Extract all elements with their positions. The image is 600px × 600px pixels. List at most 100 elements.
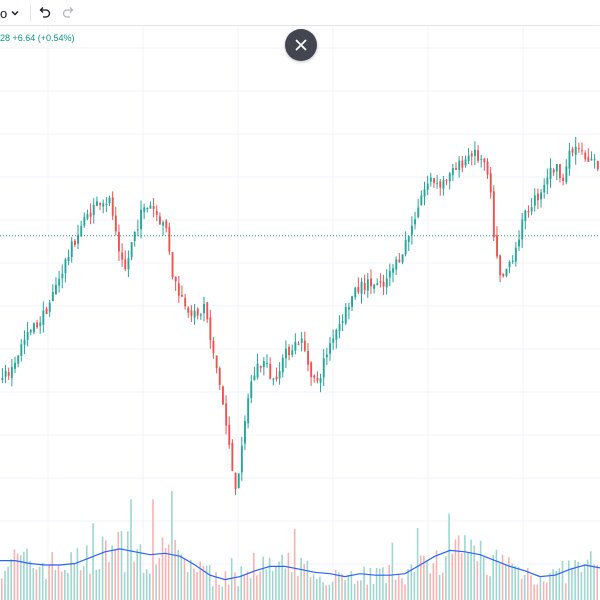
candle-body [55, 284, 57, 294]
candle-body [373, 284, 376, 289]
volume-bar [571, 567, 573, 600]
volume-bar [536, 584, 539, 600]
volume-ma-line [0, 548, 600, 581]
candle-body [285, 348, 287, 359]
candle-body [83, 216, 86, 226]
volume-bar [549, 573, 551, 600]
volume-bar [95, 569, 98, 600]
candle-body [366, 279, 369, 291]
interval-selector[interactable]: o [0, 4, 20, 22]
candle-body [325, 354, 328, 358]
candle-body [253, 375, 256, 381]
candle-body [193, 310, 196, 318]
candle-body [206, 302, 209, 320]
candle-body [171, 252, 174, 278]
candle-body [61, 273, 64, 279]
volume-bar [533, 584, 535, 600]
close-icon [295, 39, 307, 51]
volume-bar [413, 571, 416, 600]
candle-body [74, 240, 76, 246]
volume-bar [41, 562, 44, 600]
volume-bar [117, 532, 120, 600]
candle-body [370, 278, 372, 287]
candle-body [181, 295, 183, 297]
volume-bar [517, 566, 520, 600]
candle-body [354, 287, 357, 298]
candle-body [483, 158, 486, 163]
volume-bar [130, 499, 132, 600]
volume-bar [574, 560, 576, 600]
candle-body [521, 219, 524, 240]
volume-bar [457, 535, 460, 600]
candle-body [20, 344, 23, 356]
volume-bar [564, 583, 567, 600]
candle-body [530, 207, 533, 212]
candle-body [455, 167, 457, 170]
candle-body [143, 207, 146, 212]
volume-bar [45, 578, 47, 600]
volume-bar [593, 564, 595, 600]
candle-body [118, 232, 120, 252]
volume-bar [325, 585, 327, 600]
price-chart[interactable] [0, 26, 600, 600]
candle-body [348, 307, 350, 310]
redo-button[interactable] [58, 3, 80, 23]
candle-body [86, 214, 89, 219]
volume-bar [476, 561, 479, 600]
candle-body [294, 341, 297, 351]
candle-body [338, 323, 341, 332]
volume-bar [218, 585, 220, 600]
chart-toolbar: o [0, 0, 600, 26]
candle-body [89, 212, 92, 217]
candle-body [407, 236, 410, 242]
volume-bar [73, 563, 76, 600]
candle-body [92, 205, 95, 215]
volume-bar [105, 540, 107, 600]
volume-bar [149, 573, 151, 600]
candle-body [300, 338, 303, 343]
candle-body [543, 184, 546, 193]
volume-bar [527, 567, 529, 600]
candle-body [562, 177, 565, 182]
volume-bar [369, 568, 372, 600]
volume-bar [353, 583, 356, 600]
volume-bar [328, 585, 331, 600]
candle-body [527, 211, 530, 213]
candle-body [121, 252, 124, 260]
volume-bar [523, 574, 526, 600]
candle-body [508, 262, 511, 268]
candle-body [477, 150, 479, 161]
volume-bar [145, 569, 148, 600]
candle-body [203, 303, 205, 314]
undo-icon [39, 7, 51, 18]
volume-bar [423, 555, 425, 600]
volume-bar [558, 568, 561, 600]
candle-body [262, 361, 265, 367]
volume-bar [243, 575, 246, 600]
volume-bar [338, 572, 340, 600]
volume-bar [268, 557, 271, 600]
candle-body [1, 378, 4, 380]
volume-bar [23, 551, 25, 600]
candle-body [108, 197, 111, 204]
volume-bar [454, 539, 457, 600]
candle-body [58, 278, 61, 286]
candle-body [225, 403, 228, 426]
volume-bar [108, 562, 110, 600]
volume-bar [92, 523, 94, 600]
volume-bar [394, 579, 397, 600]
candle-body [388, 270, 391, 278]
volume-bar [183, 559, 186, 600]
volume-bar [262, 556, 264, 600]
volume-bar [227, 584, 230, 600]
close-button[interactable] [285, 29, 317, 61]
candle-body [395, 259, 398, 270]
undo-button[interactable] [33, 3, 55, 23]
candle-body [159, 216, 161, 225]
volume-bar [379, 568, 381, 600]
candle-body [470, 153, 473, 157]
candle-body [385, 278, 388, 288]
volume-bar [281, 554, 283, 600]
volume-bar [98, 569, 101, 600]
candle-body [244, 421, 246, 444]
